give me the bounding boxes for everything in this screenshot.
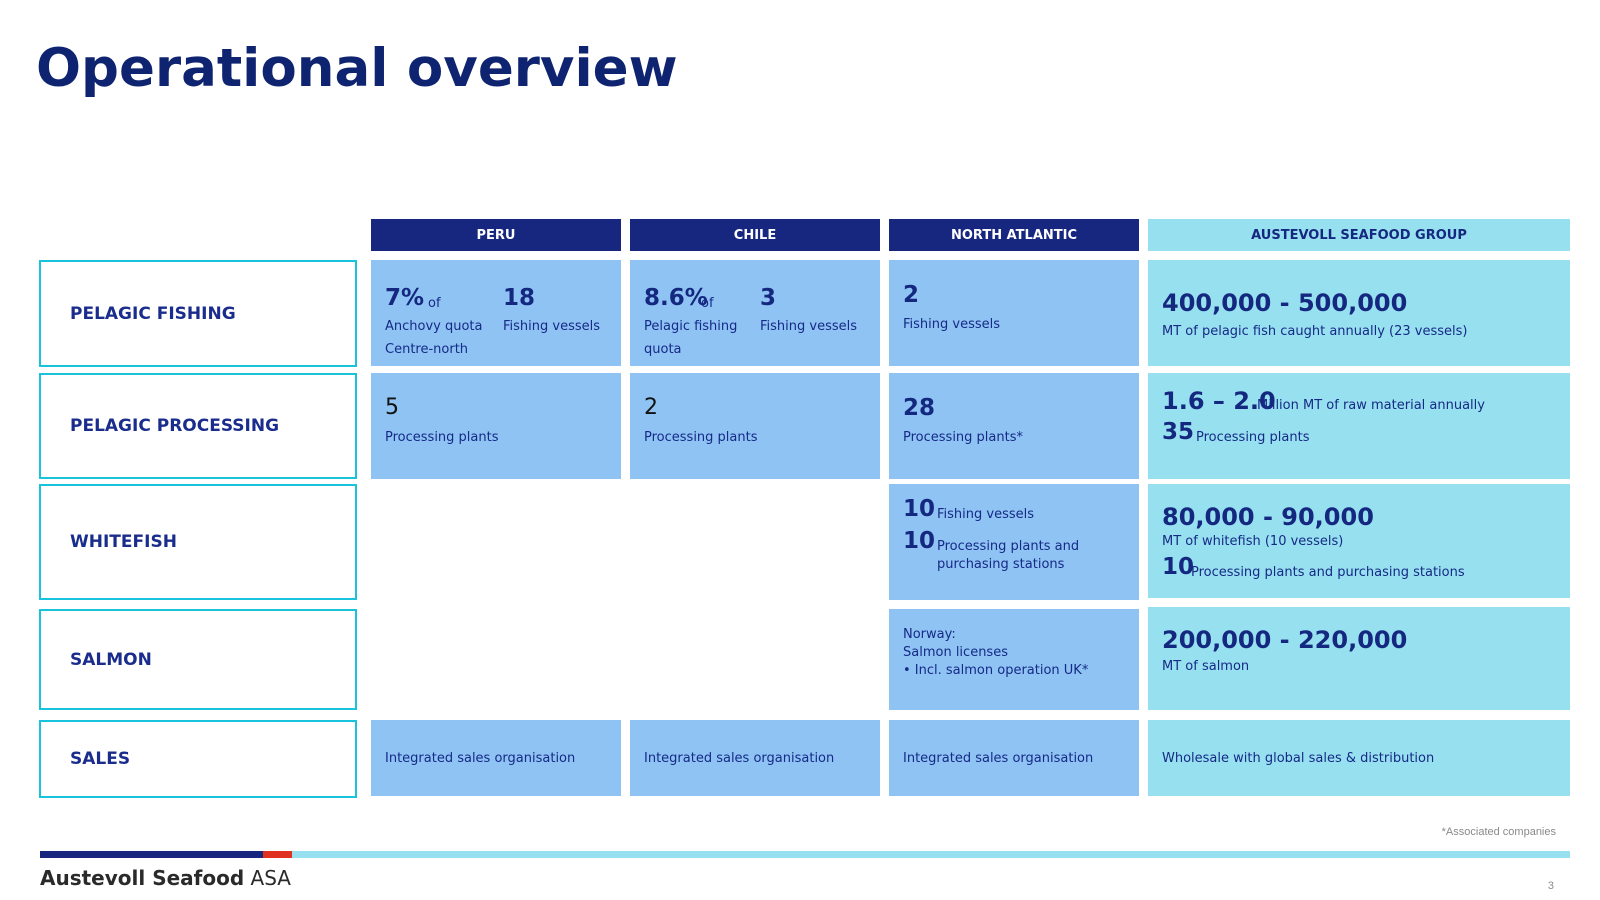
value-fishing-vessels: 10	[903, 496, 936, 522]
footer-bar-dark	[40, 851, 263, 858]
desc-processing-plants: Processing plants	[385, 430, 499, 445]
value-whitefish-catch: 80,000 - 90,000	[1162, 503, 1374, 531]
desc-quota: quota	[644, 342, 682, 357]
cell-group-pelagic-fishing: 400,000 - 500,000 MT of pelagic fish cau…	[1148, 260, 1570, 366]
column-header-north-atlantic: NORTH ATLANTIC	[889, 219, 1139, 251]
row-label-pelagic-processing: PELAGIC PROCESSING	[39, 373, 357, 479]
desc-sales: Integrated sales organisation	[385, 751, 576, 766]
footnote: *Associated companies	[1441, 826, 1556, 838]
desc-fishing-vessels: Fishing vessels	[760, 319, 858, 334]
value-raw-material: 1.6 – 2.0	[1162, 387, 1276, 415]
desc-whitefish-catch: MT of whitefish (10 vessels)	[1162, 534, 1344, 549]
cell-group-pelagic-processing: 1.6 – 2.0 Million MT of raw material ann…	[1148, 373, 1570, 479]
desc-processing-plants-b: purchasing stations	[937, 557, 1065, 572]
page-number: 3	[1547, 880, 1554, 892]
value-processing-plants: 2	[644, 395, 658, 420]
cell-north-atlantic-sales: Integrated sales organisation	[889, 720, 1139, 796]
cell-peru-pelagic-fishing: 7% of Anchovy quota Centre-north 18 Fish…	[371, 260, 621, 366]
value-processing-plants: 10	[903, 528, 936, 554]
cell-peru-pelagic-processing: 5 Processing plants	[371, 373, 621, 479]
page-title: Operational overview	[36, 38, 678, 99]
brand-name: Austevoll Seafood	[40, 866, 245, 890]
row-label-sales: SALES	[39, 720, 357, 798]
column-header-chile: CHILE	[630, 219, 880, 251]
desc-fishing-vessels: Fishing vessels	[903, 317, 1001, 332]
brand-suffix: ASA	[250, 866, 291, 890]
cell-north-atlantic-whitefish: 10 Fishing vessels 10 Processing plants …	[889, 484, 1139, 600]
value-salmon-volume: 200,000 - 220,000	[1162, 626, 1408, 654]
desc-salmon-volume: MT of salmon	[1162, 659, 1250, 674]
cell-group-salmon: 200,000 - 220,000 MT of salmon	[1148, 607, 1570, 710]
value-processing-plants: 5	[385, 395, 399, 420]
desc-pelagic-catch: MT of pelagic fish caught annually (23 v…	[1162, 324, 1468, 339]
desc-sales: Wholesale with global sales & distributi…	[1162, 751, 1435, 766]
row-label-whitefish: WHITEFISH	[39, 484, 357, 600]
desc-raw-material: Million MT of raw material annually	[1257, 398, 1485, 413]
cell-north-atlantic-salmon: Norway: Salmon licenses • Incl. salmon o…	[889, 609, 1139, 710]
of-label: of	[428, 296, 441, 311]
column-header-peru: PERU	[371, 219, 621, 251]
desc-processing-plants: Processing plants	[644, 430, 758, 445]
desc-processing-plants: Processing plants and purchasing station…	[1191, 565, 1465, 580]
cell-chile-sales: Integrated sales organisation	[630, 720, 880, 796]
value-pelagic-quota: 8.6%	[644, 285, 708, 311]
value-fishing-vessels: 2	[903, 282, 920, 308]
value-processing-plants: 10	[1162, 554, 1195, 580]
cell-north-atlantic-pelagic-processing: 28 Processing plants*	[889, 373, 1139, 479]
cell-group-sales: Wholesale with global sales & distributi…	[1148, 720, 1570, 796]
salmon-norway-label: Norway:	[903, 627, 956, 642]
desc-processing-plants-a: Processing plants and	[937, 539, 1080, 554]
desc-processing-plants: Processing plants*	[903, 430, 1023, 445]
desc-fishing-vessels: Fishing vessels	[937, 507, 1035, 522]
of-label: of	[701, 296, 714, 311]
value-fishing-vessels: 3	[760, 285, 777, 311]
desc-anchovy-quota: Anchovy quota	[385, 319, 483, 334]
cell-group-whitefish: 80,000 - 90,000 MT of whitefish (10 vess…	[1148, 484, 1570, 598]
value-processing-plants: 35	[1162, 419, 1195, 445]
column-header-group: AUSTEVOLL SEAFOOD GROUP	[1148, 219, 1570, 251]
cell-north-atlantic-pelagic-fishing: 2 Fishing vessels	[889, 260, 1139, 366]
footer-bar-light	[292, 851, 1570, 858]
salmon-licenses-label: Salmon licenses	[903, 645, 1008, 660]
desc-sales: Integrated sales organisation	[644, 751, 835, 766]
value-processing-plants: 28	[903, 395, 936, 421]
cell-peru-sales: Integrated sales organisation	[371, 720, 621, 796]
row-label-salmon: SALMON	[39, 609, 357, 710]
desc-fishing-vessels: Fishing vessels	[503, 319, 601, 334]
value-anchovy-quota: 7%	[385, 285, 425, 311]
desc-centre-north: Centre-north	[385, 342, 469, 357]
desc-pelagic-fishing: Pelagic fishing	[644, 319, 738, 334]
cell-chile-pelagic-processing: 2 Processing plants	[630, 373, 880, 479]
value-fishing-vessels: 18	[503, 285, 536, 311]
value-pelagic-catch: 400,000 - 500,000	[1162, 289, 1408, 317]
cell-chile-pelagic-fishing: 8.6% of Pelagic fishing quota 3 Fishing …	[630, 260, 880, 366]
footer-bar-red	[263, 851, 292, 858]
salmon-uk-bullet: • Incl. salmon operation UK*	[903, 663, 1089, 678]
row-label-pelagic-fishing: PELAGIC FISHING	[39, 260, 357, 367]
desc-sales: Integrated sales organisation	[903, 751, 1094, 766]
desc-processing-plants: Processing plants	[1196, 430, 1310, 445]
company-logo: Austevoll Seafood ASA	[40, 866, 291, 890]
